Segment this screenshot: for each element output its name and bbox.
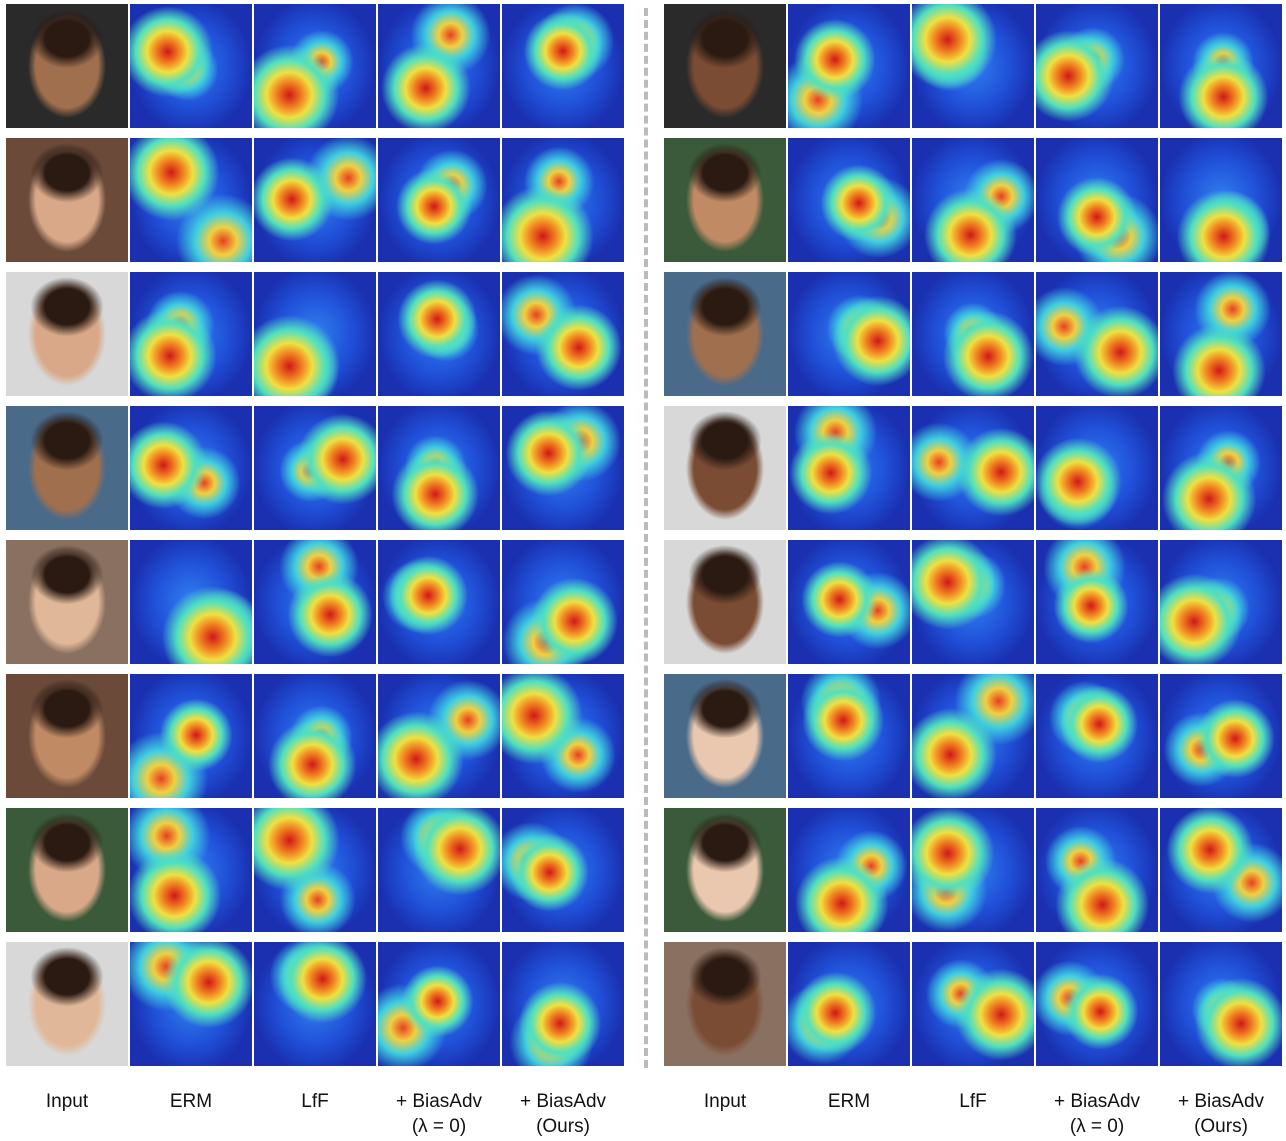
input-image — [6, 942, 128, 1066]
input-image — [6, 138, 128, 262]
heatmap — [254, 674, 376, 798]
heatmap — [502, 674, 624, 798]
column-sublabel: (Ours) — [1151, 1114, 1286, 1139]
heatmap — [1036, 406, 1158, 530]
input-image — [6, 406, 128, 530]
column-label: ERM — [779, 1089, 919, 1114]
column-label: LfF — [245, 1089, 385, 1114]
input-image — [664, 540, 786, 664]
figure: (() => { const data = JSON.parse(documen… — [0, 0, 1286, 1141]
heatmap — [254, 4, 376, 128]
input-image — [664, 4, 786, 128]
heatmap — [1036, 272, 1158, 396]
heatmap — [502, 138, 624, 262]
column-label: + BiasAdv — [1027, 1089, 1167, 1114]
heatmap — [254, 540, 376, 664]
column-label: LfF — [903, 1089, 1043, 1114]
heatmap — [378, 942, 500, 1066]
heatmap — [378, 138, 500, 262]
heatmap — [1160, 138, 1282, 262]
input-image — [6, 808, 128, 932]
heatmap — [254, 406, 376, 530]
heatmap — [912, 138, 1034, 262]
heatmap — [1160, 808, 1282, 932]
heatmap — [378, 4, 500, 128]
heatmap — [378, 406, 500, 530]
heatmap — [130, 138, 252, 262]
column-sublabel: (λ = 0) — [369, 1114, 509, 1139]
column-label: Input — [655, 1089, 795, 1114]
column-label: + BiasAdv — [493, 1089, 633, 1114]
heatmap — [378, 808, 500, 932]
heatmap — [912, 942, 1034, 1066]
heatmap — [912, 540, 1034, 664]
input-image — [6, 674, 128, 798]
heatmap — [1160, 674, 1282, 798]
heatmap — [1160, 4, 1282, 128]
heatmap — [502, 406, 624, 530]
heatmap — [1160, 942, 1282, 1066]
heatmap — [1036, 942, 1158, 1066]
heatmap — [788, 272, 910, 396]
heatmap — [130, 674, 252, 798]
heatmap — [130, 406, 252, 530]
heatmap — [502, 942, 624, 1066]
heatmap — [1036, 540, 1158, 664]
heatmap — [788, 808, 910, 932]
heatmap — [502, 540, 624, 664]
heatmap — [378, 540, 500, 664]
input-image — [664, 674, 786, 798]
heatmap — [1160, 406, 1282, 530]
heatmap — [788, 540, 910, 664]
heatmap — [254, 808, 376, 932]
heatmap — [912, 272, 1034, 396]
heatmap — [912, 808, 1034, 932]
heatmap — [254, 138, 376, 262]
heatmap — [1036, 138, 1158, 262]
heatmap — [1160, 540, 1282, 664]
heatmap — [378, 272, 500, 396]
heatmap — [130, 540, 252, 664]
input-image — [6, 4, 128, 128]
column-sublabel: (Ours) — [493, 1114, 633, 1139]
heatmap — [1036, 4, 1158, 128]
panel-divider — [644, 8, 648, 1068]
input-image — [664, 272, 786, 396]
heatmap — [1036, 674, 1158, 798]
heatmap — [1036, 808, 1158, 932]
column-sublabel: (λ = 0) — [1027, 1114, 1167, 1139]
heatmap — [502, 808, 624, 932]
heatmap — [378, 674, 500, 798]
input-image — [664, 942, 786, 1066]
heatmap — [1160, 272, 1282, 396]
heatmap — [502, 272, 624, 396]
column-label: + BiasAdv — [369, 1089, 509, 1114]
column-label: Input — [0, 1089, 137, 1114]
heatmap — [130, 272, 252, 396]
input-image — [6, 540, 128, 664]
heatmap — [788, 406, 910, 530]
heatmap — [254, 942, 376, 1066]
heatmap — [130, 4, 252, 128]
heatmap — [254, 272, 376, 396]
heatmap — [130, 808, 252, 932]
input-image — [664, 138, 786, 262]
heatmap — [788, 674, 910, 798]
heatmap — [130, 942, 252, 1066]
input-image — [664, 808, 786, 932]
heatmap — [788, 942, 910, 1066]
input-image — [664, 406, 786, 530]
heatmap — [502, 4, 624, 128]
heatmap — [912, 674, 1034, 798]
heatmap — [912, 406, 1034, 530]
heatmap — [912, 4, 1034, 128]
column-label: ERM — [121, 1089, 261, 1114]
heatmap — [788, 138, 910, 262]
heatmap — [788, 4, 910, 128]
column-label: + BiasAdv — [1151, 1089, 1286, 1114]
input-image — [6, 272, 128, 396]
